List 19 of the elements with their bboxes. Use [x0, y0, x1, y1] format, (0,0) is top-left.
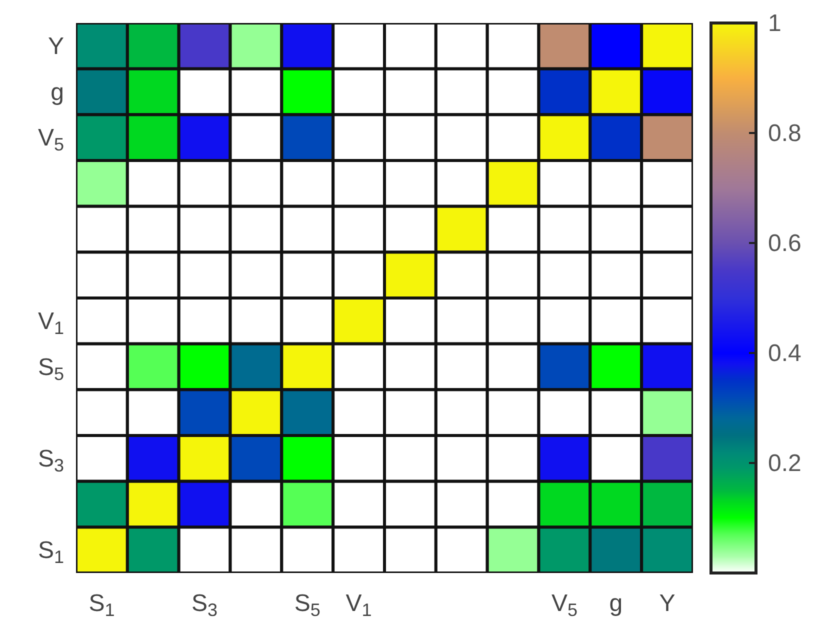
y-tick-label: Y	[48, 32, 64, 60]
y-tick-label: V$_{5}$	[38, 124, 64, 155]
x-tick-label: Y	[659, 590, 676, 617]
color-bar-label: 0.4	[768, 340, 802, 367]
color-bar-label: 0.8	[768, 120, 802, 147]
y-tick-label: S$_{3}$	[38, 445, 64, 476]
x-tick-label: S$_{1}$	[88, 590, 115, 620]
y-tick-label: S$_{1}$	[38, 537, 64, 568]
y-tick-label: g	[50, 78, 64, 106]
color-bar-label: 0.6	[768, 230, 802, 257]
x-tick-label: V$_{5}$	[551, 590, 578, 620]
color-bar-label: 0.2	[768, 450, 802, 477]
x-tick-label: g	[609, 590, 623, 617]
x-tick-label: V$_{1}$	[346, 590, 372, 620]
color-bar-label: 1	[768, 10, 782, 37]
x-tick-label: S$_{5}$	[294, 590, 320, 620]
x-tick-label: S$_{3}$	[192, 590, 218, 620]
y-tick-label: V$_{1}$	[38, 308, 64, 338]
y-tick-label: S$_{5}$	[38, 354, 64, 384]
